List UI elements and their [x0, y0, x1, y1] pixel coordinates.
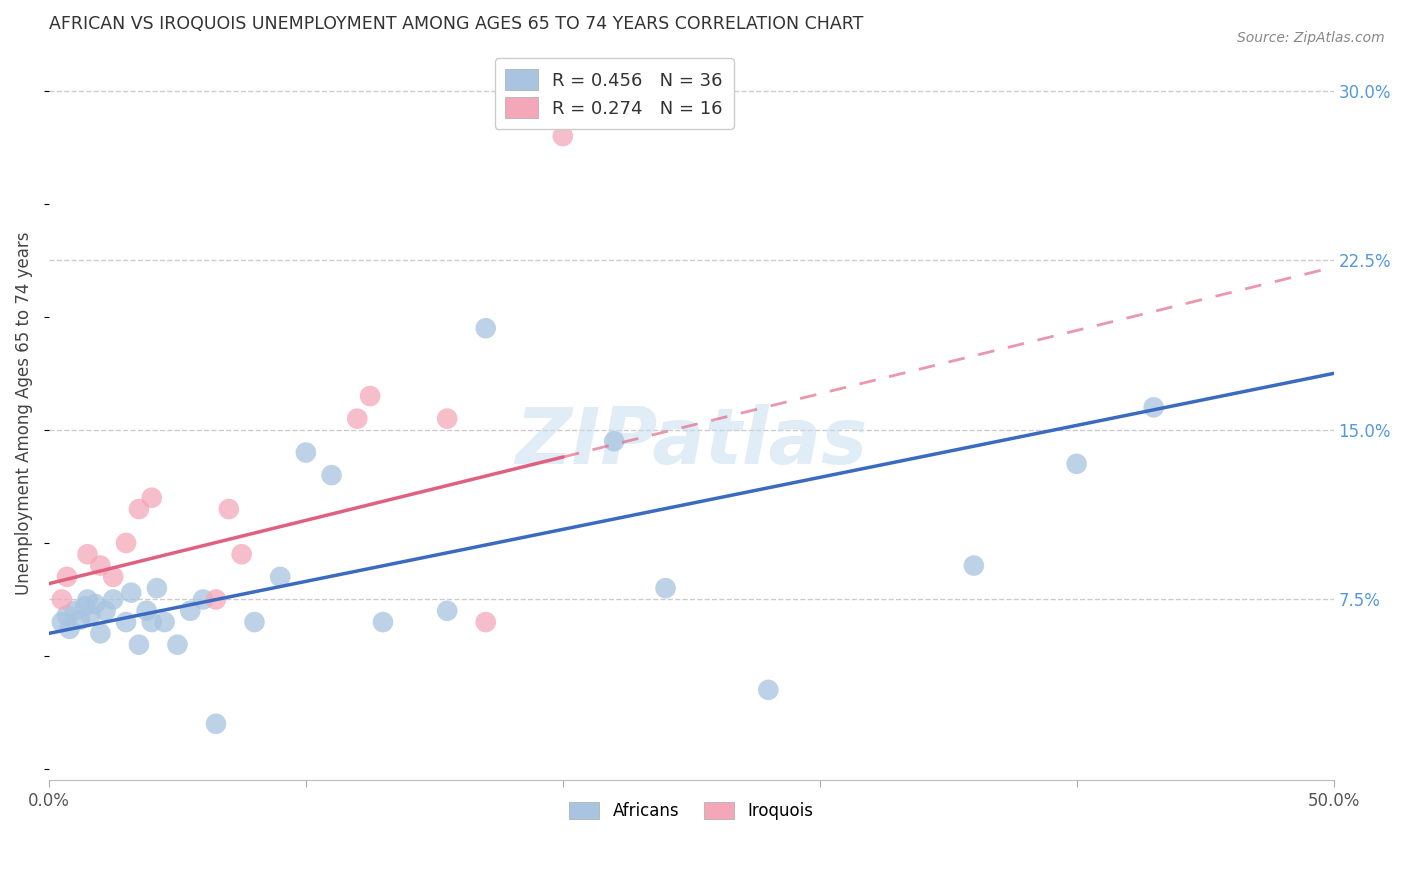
Point [84, 597, 107, 611]
Point [166, 638, 188, 652]
Point [128, 502, 150, 516]
Point [191, 592, 214, 607]
Point [321, 468, 343, 483]
Legend: Africans, Iroquois: Africans, Iroquois [562, 796, 820, 827]
Point [551, 129, 574, 144]
Y-axis label: Unemployment Among Ages 65 to 74 years: Unemployment Among Ages 65 to 74 years [15, 231, 32, 595]
Point [141, 615, 163, 629]
Point [654, 581, 676, 595]
Point [115, 536, 138, 550]
Point [205, 716, 228, 731]
Point [474, 321, 496, 335]
Point [89, 558, 111, 573]
Point [205, 592, 228, 607]
Point [141, 491, 163, 505]
Point [153, 615, 176, 629]
Point [179, 604, 201, 618]
Point [94, 604, 117, 618]
Point [79, 608, 101, 623]
Point [103, 570, 125, 584]
Point [146, 581, 169, 595]
Point [474, 615, 496, 629]
Point [603, 434, 626, 449]
Point [231, 547, 253, 561]
Point [76, 547, 98, 561]
Point [69, 613, 91, 627]
Point [218, 502, 240, 516]
Text: Source: ZipAtlas.com: Source: ZipAtlas.com [1237, 31, 1385, 45]
Point [243, 615, 266, 629]
Point [103, 592, 125, 607]
Point [269, 570, 291, 584]
Point [436, 604, 458, 618]
Point [1143, 401, 1166, 415]
Point [89, 626, 111, 640]
Point [135, 604, 157, 618]
Text: ZIPatlas: ZIPatlas [515, 404, 868, 481]
Point [56, 608, 79, 623]
Point [963, 558, 986, 573]
Point [359, 389, 381, 403]
Point [371, 615, 394, 629]
Point [346, 411, 368, 425]
Point [115, 615, 138, 629]
Point [756, 682, 779, 697]
Point [436, 411, 458, 425]
Point [63, 604, 86, 618]
Point [73, 599, 96, 614]
Point [56, 570, 79, 584]
Point [128, 638, 150, 652]
Point [295, 445, 318, 459]
Point [58, 622, 80, 636]
Text: AFRICAN VS IROQUOIS UNEMPLOYMENT AMONG AGES 65 TO 74 YEARS CORRELATION CHART: AFRICAN VS IROQUOIS UNEMPLOYMENT AMONG A… [49, 15, 863, 33]
Point [76, 592, 98, 607]
Point [51, 615, 73, 629]
Point [1066, 457, 1088, 471]
Point [51, 592, 73, 607]
Point [120, 585, 142, 599]
